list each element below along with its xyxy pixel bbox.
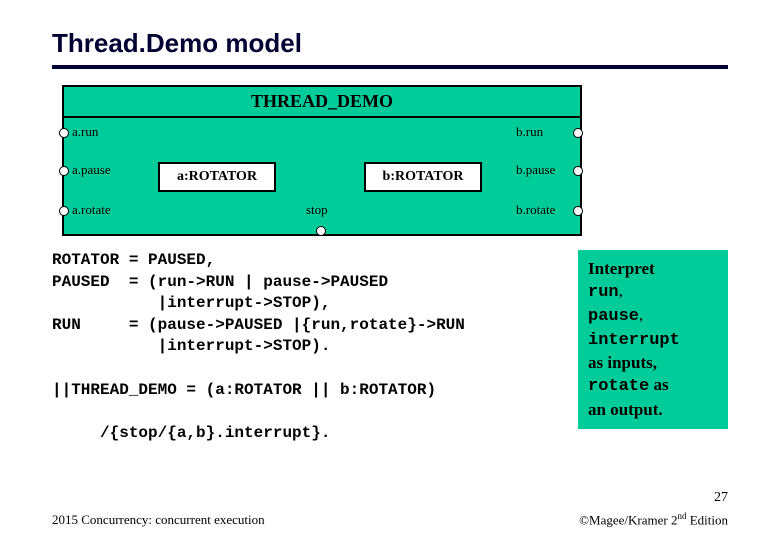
- footer-right: ©Magee/Kramer 2nd Edition: [579, 511, 728, 528]
- code-line: ROTATOR = PAUSED,: [52, 251, 215, 269]
- diagram-header: THREAD_DEMO: [62, 85, 582, 118]
- port-right-1-port-icon: [573, 166, 583, 176]
- port-stop-label: stop: [306, 202, 328, 218]
- text: as inputs,: [588, 353, 657, 372]
- text: ,: [619, 281, 623, 300]
- code-line: |interrupt->STOP),: [52, 294, 330, 312]
- port-left-1-port-icon: [59, 166, 69, 176]
- port-right-0-port-icon: [573, 128, 583, 138]
- code-line: /{stop/{a,b}.interrupt}.: [52, 424, 330, 442]
- interpret-heading: Interpret: [588, 259, 655, 278]
- thread-demo-diagram: THREAD_DEMO a:ROTATOR b:ROTATOR a.run a.p…: [62, 85, 582, 236]
- rotator-a-box: a:ROTATOR: [158, 162, 276, 192]
- code-line: |interrupt->STOP).: [52, 337, 330, 355]
- port-left-2-port-icon: [59, 206, 69, 216]
- footer-left: 2015 Concurrency: concurrent execution: [52, 512, 265, 528]
- page-number: 27: [714, 490, 728, 506]
- text: as: [649, 375, 668, 394]
- port-right-1-label: b.pause: [516, 162, 555, 178]
- text: Edition: [686, 512, 728, 527]
- text: ©Magee/Kramer: [579, 512, 671, 527]
- port-right-2-port-icon: [573, 206, 583, 216]
- kw-run: run: [588, 283, 619, 302]
- title-rule: [52, 65, 728, 69]
- port-left-0-port-icon: [59, 128, 69, 138]
- interpret-callout: Interpret run, pause, interrupt as input…: [578, 250, 728, 429]
- kw-rotate: rotate: [588, 377, 649, 396]
- footer: 2015 Concurrency: concurrent execution ©…: [52, 511, 728, 528]
- kw-interrupt: interrupt: [588, 331, 680, 350]
- text: ,: [639, 305, 643, 324]
- code-line: PAUSED = (run->RUN | pause->PAUSED: [52, 273, 388, 291]
- port-right-0-label: b.run: [516, 124, 543, 140]
- code-line: RUN = (pause->PAUSED |{run,rotate}->RUN: [52, 316, 465, 334]
- page-title: Thread.Demo model: [52, 28, 728, 59]
- port-stop-port-icon: [316, 226, 326, 236]
- port-right-2-label: b.rotate: [516, 202, 555, 218]
- diagram-body: a:ROTATOR b:ROTATOR a.run a.pause a.rotate…: [62, 118, 582, 236]
- fsp-code: ROTATOR = PAUSED, PAUSED = (run->RUN | p…: [52, 250, 566, 444]
- port-left-1-label: a.pause: [72, 162, 111, 178]
- rotator-b-box: b:ROTATOR: [364, 162, 482, 192]
- port-left-0-label: a.run: [72, 124, 98, 140]
- code-line: ||THREAD_DEMO = (a:ROTATOR || b:ROTATOR): [52, 381, 436, 399]
- kw-pause: pause: [588, 307, 639, 326]
- port-left-2-label: a.rotate: [72, 202, 111, 218]
- text: an output.: [588, 400, 663, 419]
